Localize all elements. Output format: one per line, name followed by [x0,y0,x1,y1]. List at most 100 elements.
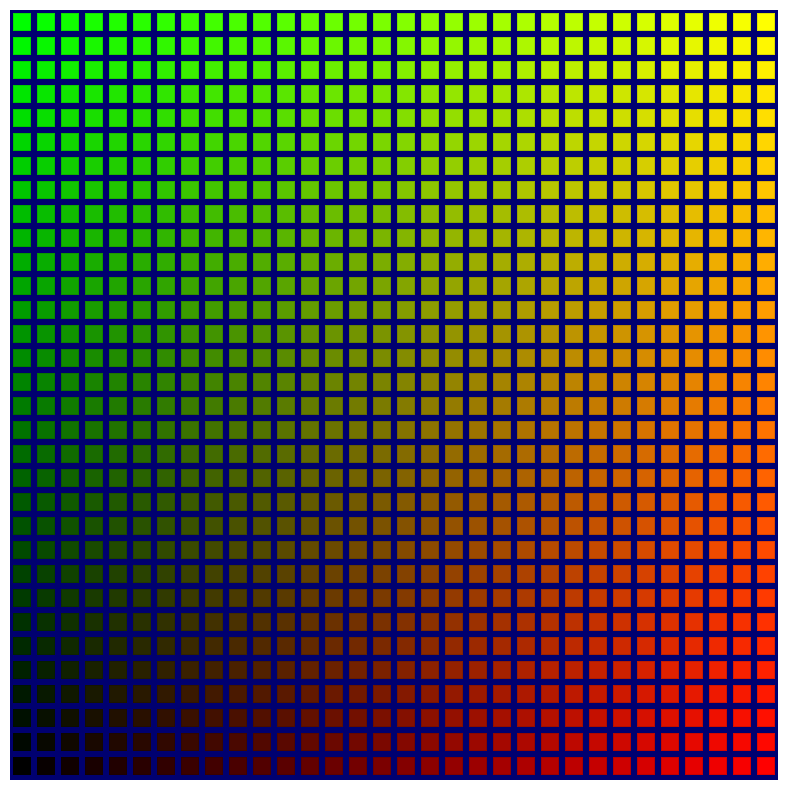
grid-cell [661,109,679,127]
grid-cell [325,181,343,199]
grid-cell [421,685,439,703]
grid-cell [349,37,367,55]
grid-cell [205,13,223,31]
grid-cell [301,445,319,463]
grid-cell [157,61,175,79]
grid-cell [325,469,343,487]
grid-cell [589,85,607,103]
grid-cell [13,565,31,583]
grid-cell [565,61,583,79]
grid-cell [397,277,415,295]
grid-cell [181,349,199,367]
grid-cell [397,325,415,343]
grid-cell [349,133,367,151]
grid-cell [13,205,31,223]
grid-cell [325,589,343,607]
grid-cell [397,373,415,391]
grid-cell [301,661,319,679]
grid-cell [661,301,679,319]
grid-cell [205,205,223,223]
grid-cell [157,421,175,439]
grid-cell [685,733,703,751]
grid-cell [397,613,415,631]
grid-cell [397,541,415,559]
grid-cell [301,709,319,727]
grid-cell [685,565,703,583]
grid-cell [613,109,631,127]
grid-cell [445,397,463,415]
grid-cell [325,733,343,751]
grid-cell [13,445,31,463]
grid-cell [349,685,367,703]
grid-cell [421,205,439,223]
grid-cell [229,517,247,535]
grid-cell [325,541,343,559]
grid-cell [541,589,559,607]
grid-cell [325,373,343,391]
grid-cell [469,565,487,583]
grid-cell [637,469,655,487]
grid-cell [757,421,775,439]
grid-cell [589,181,607,199]
grid-cell [301,733,319,751]
grid-cell [373,469,391,487]
grid-cell [373,61,391,79]
grid-cell [445,301,463,319]
grid-cell [325,757,343,775]
grid-cell [469,133,487,151]
grid-cell [445,109,463,127]
grid-cell [253,421,271,439]
grid-cell [757,733,775,751]
grid-cell [229,157,247,175]
grid-cell [445,541,463,559]
grid-cell [37,349,55,367]
grid-cell [709,37,727,55]
grid-cell [445,325,463,343]
grid-cell [541,349,559,367]
grid-cell [757,685,775,703]
grid-cell [661,517,679,535]
grid-cell [421,613,439,631]
grid-cell [85,325,103,343]
grid-cell [277,445,295,463]
grid-cell [229,133,247,151]
grid-cell [493,13,511,31]
grid-cell [757,757,775,775]
grid-cell [469,205,487,223]
grid-cell [421,637,439,655]
grid-cell [61,325,79,343]
grid-cell [13,85,31,103]
grid-cell [349,373,367,391]
grid-cell [733,397,751,415]
grid-cell [373,301,391,319]
grid-cell [613,517,631,535]
grid-cell [661,709,679,727]
grid-cell [61,301,79,319]
grid-cell [565,37,583,55]
grid-cell [325,709,343,727]
grid-cell [685,205,703,223]
grid-cell [685,541,703,559]
grid-cell [13,301,31,319]
grid-cell [277,13,295,31]
grid-cell [229,253,247,271]
grid-cell [589,373,607,391]
grid-cell [397,757,415,775]
grid-cell [157,373,175,391]
grid-cell [133,565,151,583]
grid-cell [709,589,727,607]
grid-cell [469,589,487,607]
grid-cell [421,133,439,151]
grid-cell [253,733,271,751]
grid-cell [301,493,319,511]
grid-cell [133,229,151,247]
grid-cell [445,661,463,679]
grid-cell [157,253,175,271]
grid-cell [733,13,751,31]
grid-cell [85,373,103,391]
grid-cell [685,469,703,487]
grid-cell [613,469,631,487]
grid-cell [421,589,439,607]
grid-cell [109,253,127,271]
grid-cell [37,13,55,31]
